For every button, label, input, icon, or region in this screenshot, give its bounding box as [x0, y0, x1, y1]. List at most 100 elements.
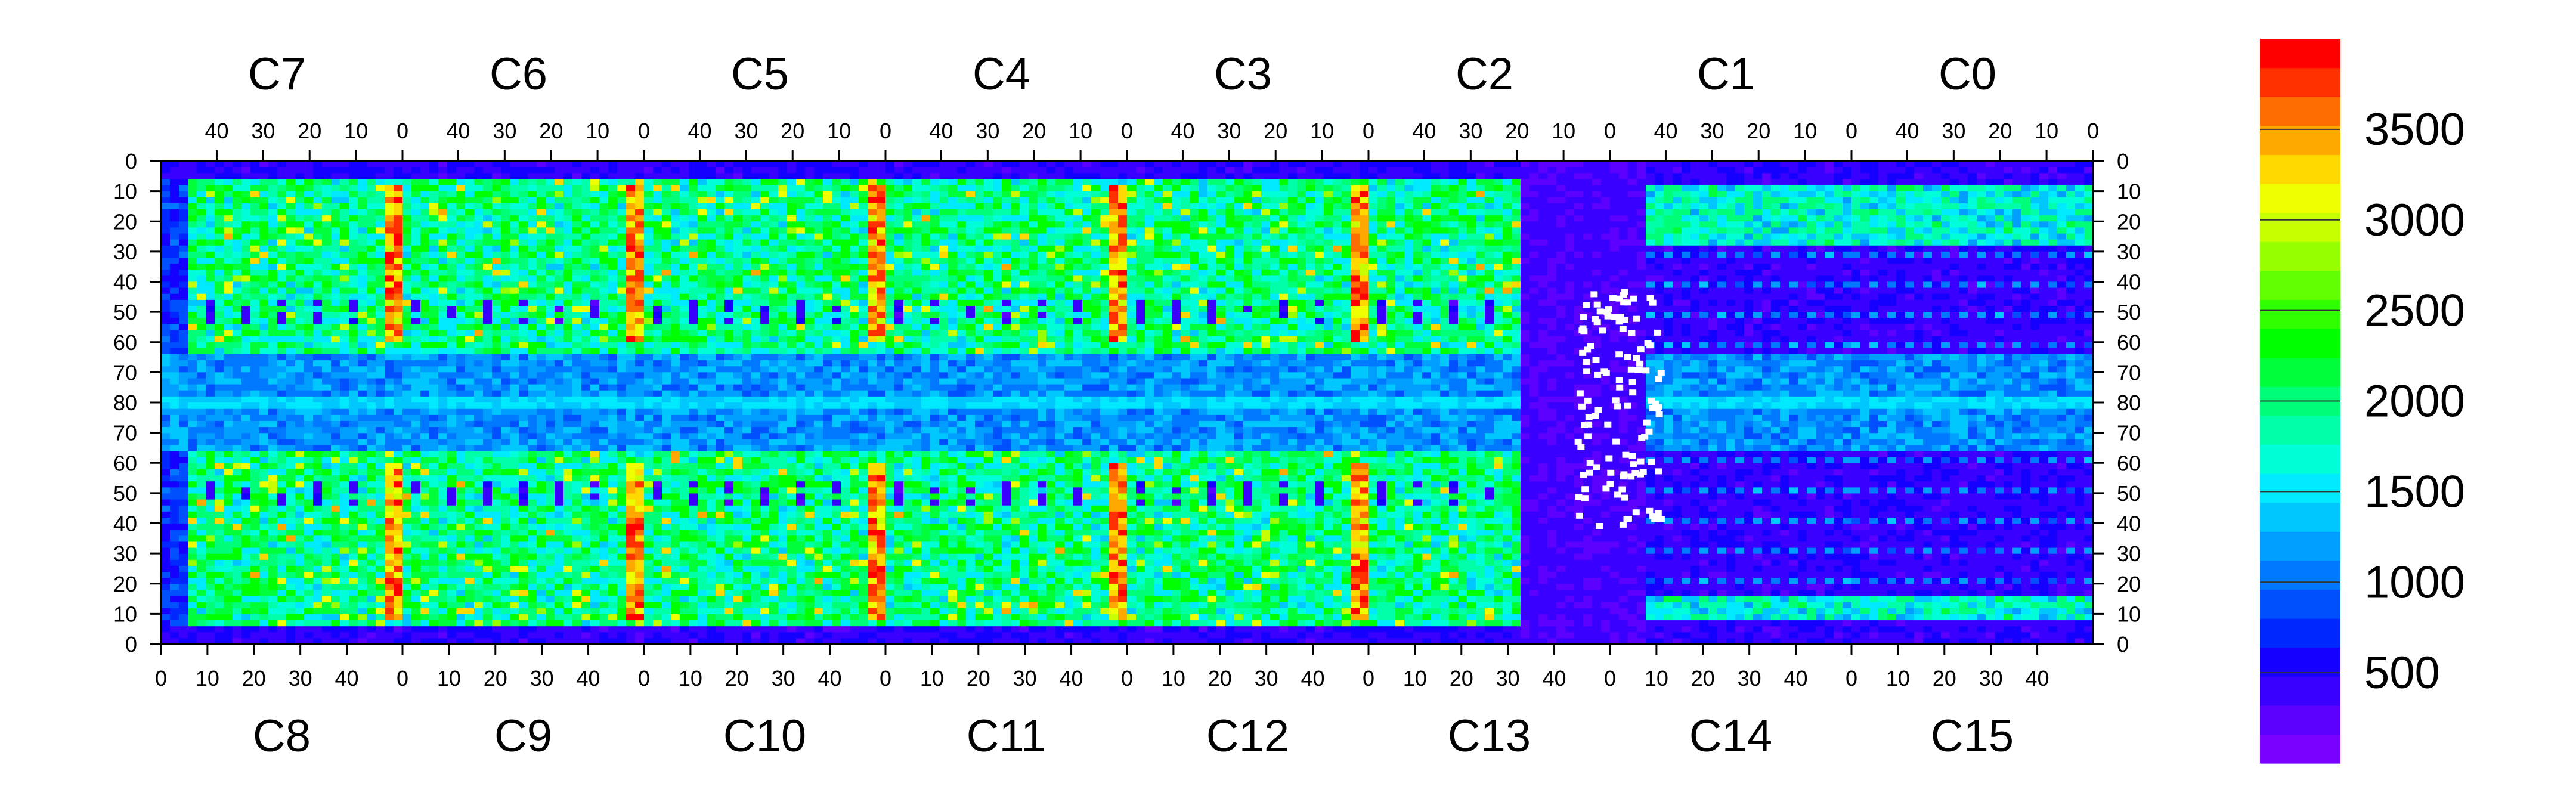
heatmap-cell — [242, 197, 251, 204]
heatmap-cell — [295, 366, 305, 373]
heatmap-cell — [501, 620, 510, 627]
heatmap-cell — [769, 185, 779, 192]
heatmap-cell — [716, 348, 725, 355]
heatmap-cell — [349, 306, 358, 312]
heatmap-cell — [465, 553, 475, 560]
heatmap-cell — [161, 408, 171, 415]
heatmap-cell — [724, 342, 734, 349]
heatmap-cell — [572, 631, 582, 639]
heatmap-cell — [188, 245, 197, 252]
heatmap-cell — [653, 270, 662, 276]
heatmap-cell — [456, 233, 466, 240]
heatmap-cell — [420, 402, 430, 409]
heatmap-cell — [733, 197, 743, 204]
heatmap-cell — [304, 173, 314, 179]
heatmap-cell — [617, 583, 627, 590]
heatmap-cell — [215, 366, 224, 373]
heatmap-cell — [438, 245, 448, 252]
heatmap-cell — [456, 414, 466, 421]
heatmap-cell — [608, 499, 618, 506]
heatmap-cell — [188, 535, 197, 542]
heatmap-cell — [438, 318, 448, 324]
heatmap-cell — [250, 384, 260, 391]
heatmap-cell — [340, 197, 349, 204]
heatmap-cell — [564, 185, 573, 192]
heatmap-cell — [528, 444, 537, 451]
heatmap-cell — [224, 608, 233, 614]
heatmap-cell — [233, 354, 242, 361]
heatmap-cell — [331, 264, 340, 270]
heatmap-cell — [349, 414, 358, 421]
heatmap-cell — [751, 227, 761, 234]
heatmap-cell — [635, 602, 645, 608]
heatmap-cell — [483, 270, 493, 276]
heatmap-cell — [519, 451, 528, 457]
heatmap-cell — [608, 173, 618, 179]
heatmap-cell — [662, 179, 671, 186]
heatmap-cell — [233, 227, 242, 234]
heatmap-cell — [626, 553, 636, 560]
heatmap-cell — [179, 596, 188, 602]
heatmap-cell — [286, 227, 296, 234]
heatmap-cell — [197, 293, 206, 301]
heatmap-cell — [402, 541, 412, 548]
heatmap-cell — [295, 614, 305, 621]
heatmap-cell — [456, 293, 466, 301]
heatmap-cell — [411, 535, 421, 542]
heatmap-cell — [662, 270, 671, 276]
heatmap-cell — [340, 414, 349, 421]
heatmap-cell — [519, 463, 528, 469]
heatmap-cell — [304, 493, 314, 500]
heatmap-cell — [170, 270, 179, 276]
heatmap-cell — [215, 583, 224, 590]
heatmap-cell — [224, 559, 233, 566]
heatmap-cell — [331, 614, 340, 621]
heatmap-cell — [295, 221, 305, 228]
heatmap-cell — [465, 463, 475, 469]
heatmap-cell — [349, 493, 358, 500]
heatmap-cell — [626, 511, 636, 518]
heatmap-cell — [367, 577, 376, 584]
heatmap-cell — [411, 251, 421, 258]
heatmap-cell — [608, 251, 618, 258]
heatmap-cell — [420, 420, 430, 428]
heatmap-cell — [304, 221, 314, 228]
heatmap-cell — [349, 535, 358, 542]
heatmap-cell — [322, 215, 332, 222]
heatmap-cell — [626, 432, 636, 439]
heatmap-cell — [411, 221, 421, 228]
heatmap-cell — [787, 191, 797, 198]
heatmap-cell — [385, 608, 394, 614]
heatmap-cell — [376, 384, 385, 391]
heatmap-cell — [349, 299, 358, 306]
heatmap-cell — [537, 438, 546, 445]
heatmap-cell — [295, 191, 305, 198]
heatmap-cell — [599, 336, 609, 343]
heatmap-cell — [787, 372, 797, 379]
heatmap-cell — [590, 203, 600, 210]
heatmap-cell — [322, 191, 332, 198]
heatmap-cell — [215, 565, 224, 572]
heatmap-cell — [385, 614, 394, 621]
heatmap-cell — [233, 614, 242, 621]
heatmap-cell — [286, 318, 296, 324]
heatmap-cell — [385, 245, 394, 252]
heatmap-cell — [608, 517, 618, 524]
heatmap-cell — [402, 390, 412, 397]
heatmap-cell — [286, 444, 296, 451]
heatmap-cell — [742, 390, 752, 397]
heatmap-cell — [751, 233, 761, 240]
heatmap-cell — [304, 614, 314, 621]
heatmap-cell — [555, 161, 564, 168]
heatmap-cell — [465, 438, 475, 445]
heatmap-cell — [626, 336, 636, 343]
heatmap-cell — [295, 444, 305, 451]
heatmap-cell — [179, 390, 188, 397]
heatmap-cell — [456, 553, 466, 560]
heatmap-cell — [483, 197, 493, 204]
heatmap-cell — [295, 299, 305, 306]
heatmap-cell — [653, 281, 662, 289]
heatmap-cell — [528, 402, 537, 409]
heatmap-cell — [564, 414, 573, 421]
heatmap-cell — [671, 336, 680, 343]
